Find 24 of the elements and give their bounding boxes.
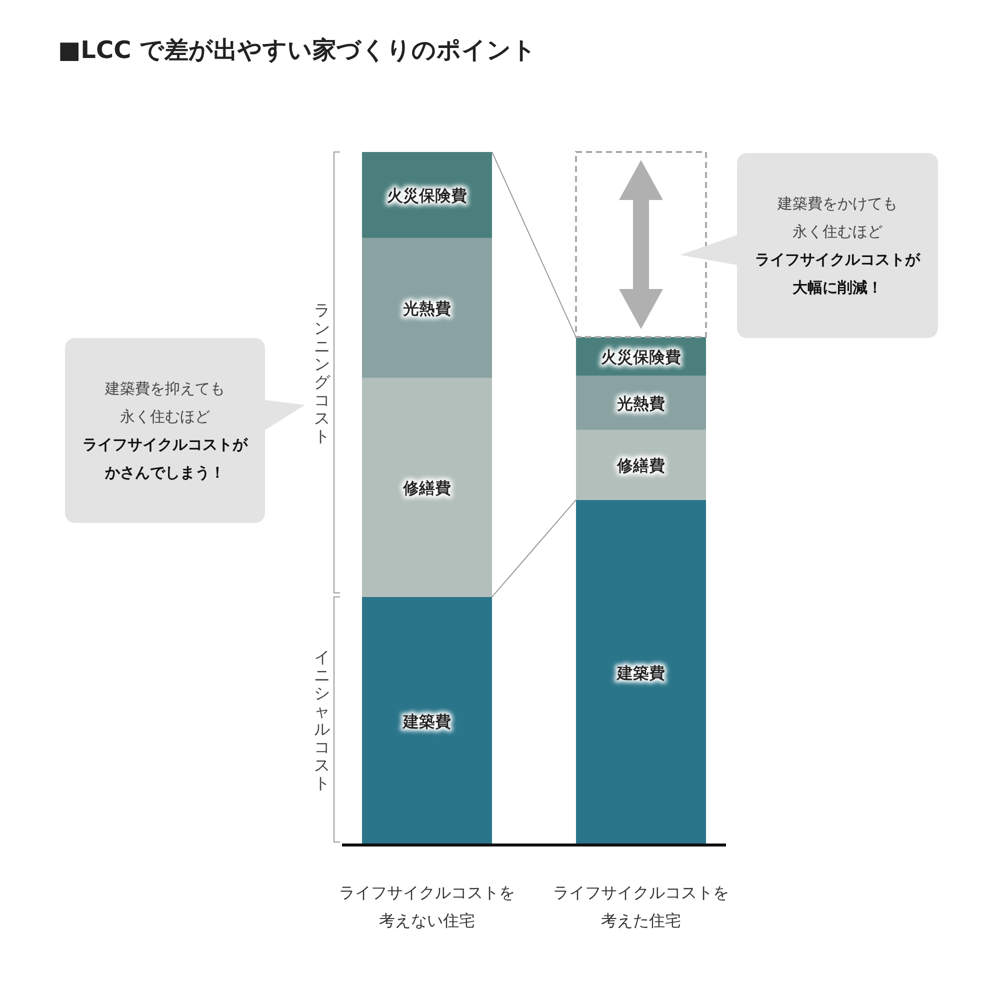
text: 建築費を抑えても永く住むほど	[104, 380, 225, 426]
bar	[362, 378, 492, 597]
text: 建築費	[617, 663, 665, 682]
text: イニシャルコスト	[314, 647, 330, 792]
text: ランニングコスト	[314, 300, 331, 446]
text: ライフサイクルコストがかさんでしまう！	[82, 436, 248, 482]
series-label: 火災保険費	[601, 347, 681, 366]
bar	[362, 152, 492, 238]
text: ライフサイクルコストが大幅に削減！	[755, 250, 921, 296]
x-tick-label: ライフサイクルコストを考えた住宅	[553, 883, 729, 930]
series-label: 光熱費	[616, 394, 665, 413]
text: 光熱費	[403, 298, 451, 318]
bar	[362, 596, 492, 845]
text: 火災保険費	[387, 186, 467, 205]
bar	[576, 376, 706, 430]
bar	[576, 430, 706, 500]
series-label: 建築費	[401, 712, 451, 731]
x-tick-label: ライフサイクルコストを考えない住宅	[339, 883, 515, 930]
bar	[576, 500, 706, 845]
series-label: 修繕費	[616, 456, 665, 475]
text: 建築費をかけても永く住むほど	[776, 194, 898, 240]
chart-title: ■LCC で差が出やすい家づくりのポイント	[58, 36, 537, 64]
text: 修繕費	[403, 478, 451, 498]
bar	[362, 238, 492, 378]
